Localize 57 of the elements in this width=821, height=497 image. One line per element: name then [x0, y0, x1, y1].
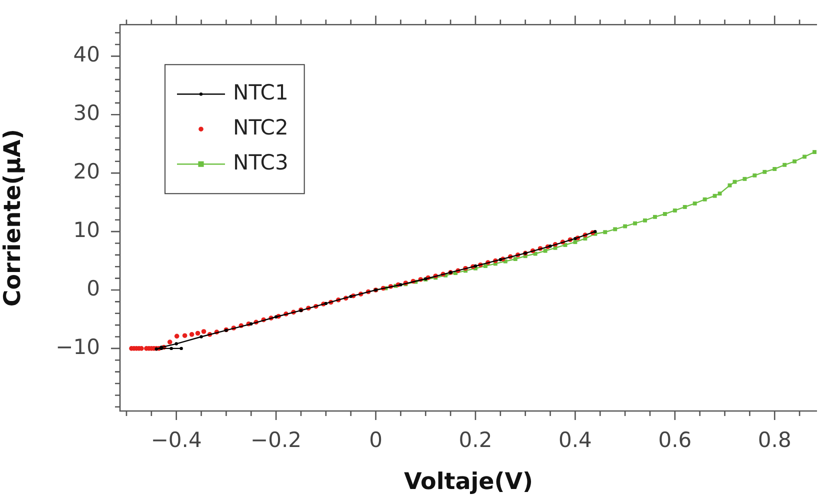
point — [782, 162, 787, 167]
y-tick-label: 40 — [73, 42, 100, 67]
legend-label: NTC3 — [233, 150, 288, 175]
y-axis-title: Corriente(µA) — [0, 129, 26, 307]
y-tick-label: 20 — [73, 160, 100, 184]
point — [543, 248, 548, 253]
point — [603, 230, 608, 234]
x-tick-label: −0.2 — [250, 428, 302, 452]
x-tick-label: 0.6 — [658, 428, 692, 452]
point — [772, 167, 777, 171]
point — [200, 335, 203, 338]
x-tick-label: 0 — [369, 428, 382, 452]
point — [349, 294, 352, 298]
point — [594, 230, 597, 234]
x-tick-label: 0.4 — [558, 428, 592, 452]
point — [718, 192, 722, 196]
point — [250, 322, 253, 326]
point — [742, 176, 747, 181]
point — [613, 227, 618, 232]
x-tick-label: 0.8 — [758, 428, 792, 452]
point — [513, 257, 518, 261]
point — [633, 221, 637, 226]
point — [498, 258, 502, 262]
point — [573, 240, 578, 244]
point — [643, 218, 647, 222]
y-tick-label: 0 — [86, 276, 100, 300]
point — [180, 346, 183, 350]
point — [662, 212, 667, 216]
point — [762, 170, 767, 174]
point — [399, 283, 402, 286]
point — [548, 244, 552, 248]
point — [324, 302, 328, 306]
x-axis-title: Voltaje(V) — [404, 469, 534, 496]
y-tick-label: −10 — [56, 334, 100, 359]
point — [174, 342, 178, 346]
legend-label: NTC2 — [233, 116, 288, 140]
y-tick-label: 30 — [73, 101, 100, 126]
point — [623, 224, 628, 228]
legend-label: NTC1 — [233, 80, 288, 105]
point — [692, 202, 697, 206]
point — [274, 315, 278, 318]
point — [802, 154, 807, 159]
point — [574, 236, 577, 240]
point — [702, 197, 707, 202]
point — [170, 346, 173, 350]
point — [792, 159, 797, 164]
point — [682, 205, 687, 209]
point — [474, 264, 478, 268]
point — [712, 194, 717, 198]
point — [812, 150, 816, 154]
point — [672, 208, 677, 212]
point — [483, 264, 488, 268]
point — [752, 173, 757, 178]
y-tick-label: 10 — [73, 218, 100, 242]
x-tick-label: −0.4 — [150, 428, 202, 452]
x-tick-label: 0.2 — [458, 428, 492, 452]
point — [652, 214, 657, 219]
